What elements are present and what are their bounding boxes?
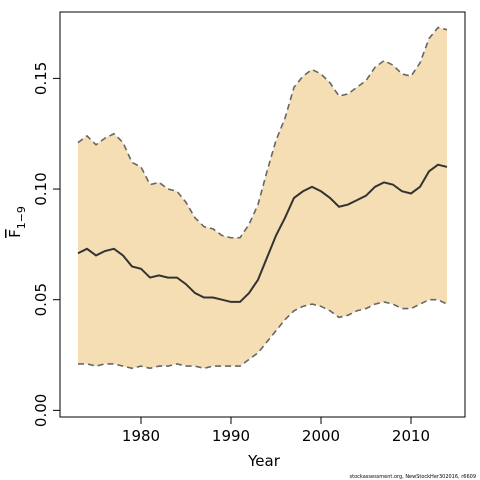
x-tick-label-2010: 2010 [392, 427, 430, 445]
plot-frame [59, 11, 466, 418]
y-tick-label-1: 0.05 [32, 283, 50, 316]
x-tick-label-1980: 1980 [122, 427, 160, 445]
lower-bound-line [78, 298, 448, 370]
y-axis-label-sub: 1−9 [15, 206, 28, 229]
y-tick-label-2: 0.10 [32, 172, 50, 205]
x-tick-label-2000: 2000 [302, 427, 340, 445]
y-tick-label-0: 0.00 [32, 394, 50, 427]
y-tick-label-3: 0.15 [32, 62, 50, 95]
y-axis: 0.00 0.05 0.10 0.15 [32, 62, 60, 427]
svg-text:F1−9: F1−9 [6, 206, 28, 238]
y-axis-label-main: F [6, 229, 24, 238]
confidence-band [78, 27, 447, 369]
credit-text: stockassessment.org, NewStockHer302016, … [350, 474, 476, 480]
y-axis-label: F1−9 [6, 206, 28, 238]
x-axis-label: Year [247, 452, 281, 470]
x-tick-label-1990: 1990 [212, 427, 250, 445]
x-axis: 1980 1990 2000 2010 [122, 417, 430, 445]
plot-area [77, 26, 448, 370]
estimate-line [77, 163, 448, 303]
